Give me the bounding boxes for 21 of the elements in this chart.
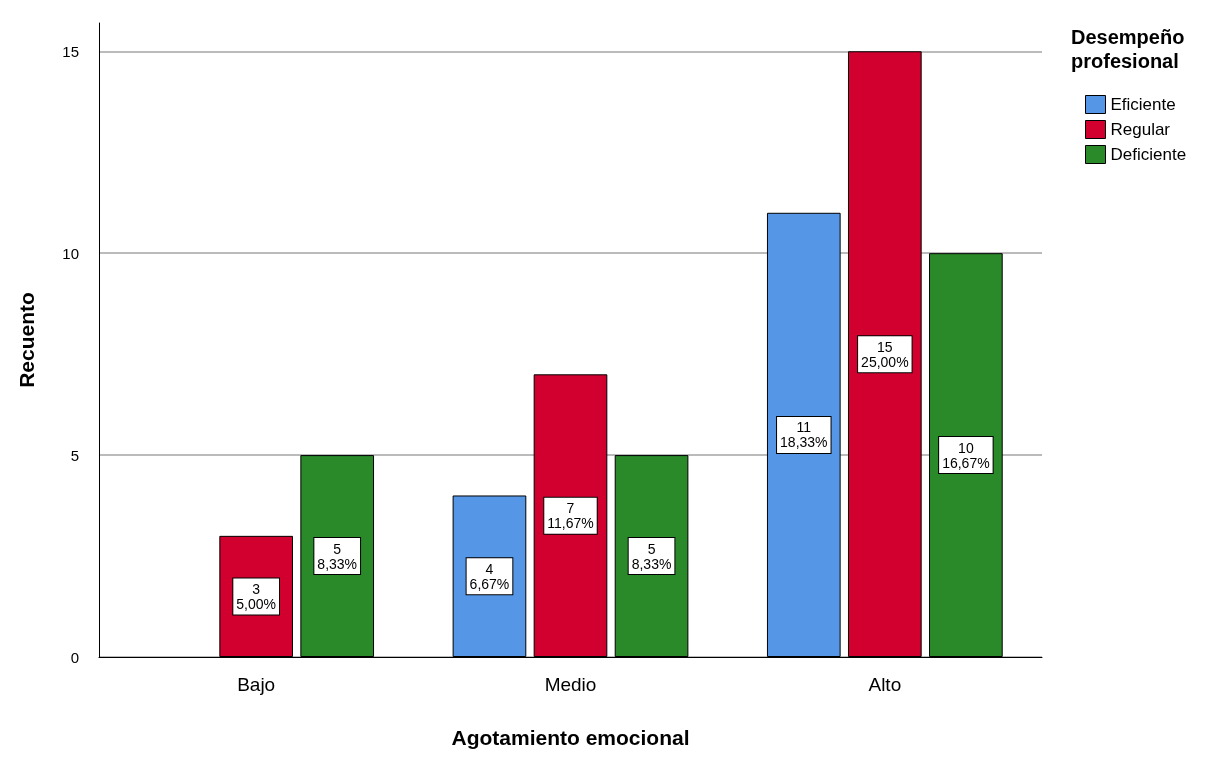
x-tick-label: Medio: [544, 674, 597, 695]
legend-label: Eficiente: [1110, 95, 1176, 114]
y-tick-label: 5: [70, 446, 79, 464]
legend-title: Desempeño profesional: [1071, 26, 1190, 72]
data-label: 5 8,33%: [317, 540, 358, 572]
data-label: 11 18,33%: [780, 419, 828, 451]
y-tick-label: 10: [62, 244, 79, 262]
legend-label: Regular: [1110, 120, 1171, 139]
legend-label: Deficiente: [1110, 145, 1187, 164]
x-axis-title: Agotamiento emocional: [451, 726, 690, 749]
data-label: 7 11,67%: [547, 500, 594, 532]
data-label: 15 25,00%: [861, 338, 909, 370]
x-tick-label: Bajo: [237, 674, 276, 695]
data-label: 10 16,67%: [942, 439, 990, 471]
x-tick-label: Alto: [868, 674, 902, 695]
data-label: 5 8,33%: [631, 540, 672, 572]
data-label: 4 6,67%: [469, 560, 510, 592]
y-tick-label: 0: [70, 648, 79, 666]
data-label: 3 5,00%: [236, 580, 277, 612]
y-tick-label: 15: [62, 42, 79, 60]
y-axis-title: Recuento: [15, 292, 38, 388]
